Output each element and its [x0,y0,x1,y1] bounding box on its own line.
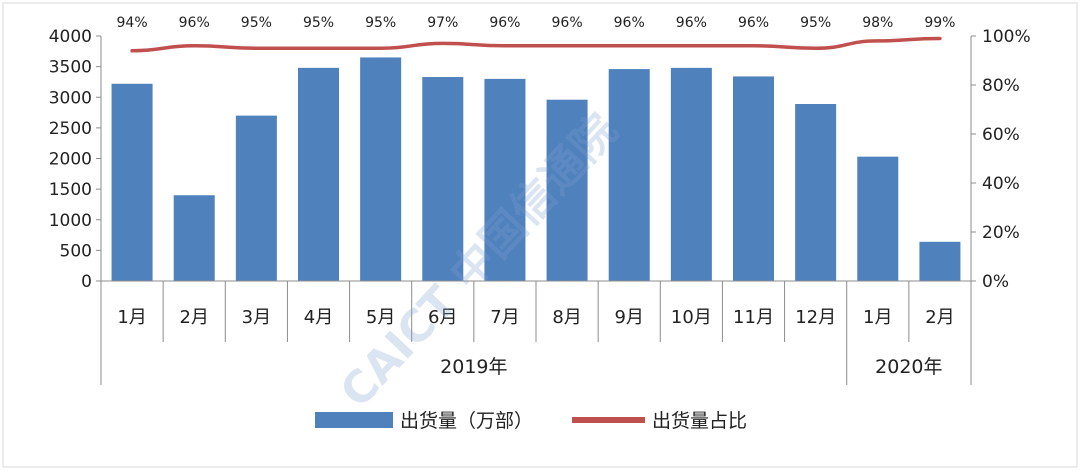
bar-11 [732,76,775,281]
line-series: 94% 96% 95% 95% 95% 97% 96% 96% 96% 96% 96% 95% 98% 9… [117,15,955,53]
x-tick-label: 2月 [179,307,208,328]
bar-1 [111,83,153,282]
bar-3 [235,115,277,281]
y-right-tick-label: 20% [982,223,1020,243]
y-left-tick-label: 1000 [49,211,92,231]
y-left-tick-label: 3500 [49,58,92,78]
share-data-label: 95% [800,15,831,31]
share-data-label: 98% [862,15,893,31]
x-tick-label: 2月 [925,307,954,328]
x-tick-label: 4月 [304,307,333,328]
y-right-tick-label: 60% [982,125,1020,145]
bar-9 [608,69,650,281]
x-tick-label: 9月 [614,307,643,328]
y-left-tick-label: 2000 [49,150,92,170]
share-data-label: 96% [614,15,645,31]
share-data-label: 96% [552,15,583,31]
chart-border [2,2,1078,468]
bar-14 [919,241,961,281]
share-data-label: 97% [427,15,458,31]
y-left-tick-label: 500 [60,241,92,261]
axes: 0 500 1000 1500 2000 2500 3000 3500 4000 0% 20% 40%… [49,27,1031,292]
x-tick-label: 3月 [242,307,271,328]
share-data-label: 96% [489,15,520,31]
x-tick-label: 7月 [490,307,519,328]
y-right-tick-label: 80% [982,76,1020,96]
bar-6 [422,77,464,281]
x-tick-label: 6月 [428,307,457,328]
share-data-label: 96% [179,15,210,31]
share-line [130,36,942,53]
y-right-tick-label: 40% [982,174,1020,194]
y-left-tick-label: 3000 [49,88,92,108]
y-left-tick-label: 4000 [49,27,92,47]
share-data-label: 94% [117,15,148,31]
share-data-label: 96% [738,15,769,31]
x-group-label: 2020年 [875,356,942,378]
bar-5 [360,57,402,281]
y-left-tick-label: 2500 [49,119,92,139]
y-left-tick-label: 0 [81,272,92,292]
share-data-label: 95% [365,15,396,31]
share-data-label: 99% [924,15,955,31]
legend: 出货量（万部） 出货量占比 [315,410,747,432]
bar-12 [795,103,837,281]
x-tick-label: 10月 [671,307,712,328]
bar-series [111,57,961,282]
x-tick-label: 11月 [733,307,774,328]
share-data-label: 95% [303,15,334,31]
bar-2 [173,195,215,281]
x-group-label: 2019年 [440,356,507,378]
bar-8 [546,99,588,281]
share-data-label: 95% [241,15,272,31]
y-left-tick-label: 1500 [49,180,92,200]
legend-label-shipments: 出货量（万部） [400,410,533,432]
bar-13 [857,156,899,281]
legend-swatch-shipments [315,412,393,428]
x-tick-label: 8月 [552,307,581,328]
x-tick-label: 5月 [366,307,395,328]
legend-label-share: 出货量占比 [652,410,747,432]
x-tick-label: 12月 [795,307,836,328]
x-axis: 1月 2月 3月 4月 5月 6月 7月 8月 9月 10月 11月 12月 1月 2月 2019年 2020… [100,280,972,385]
y-right-tick-label: 0% [982,272,1009,292]
bar-10 [670,67,712,281]
bar-4 [297,67,340,281]
bar-7 [484,78,526,281]
y-right-tick-label: 100% [982,27,1031,47]
share-data-label: 96% [676,15,707,31]
x-tick-label: 1月 [863,307,892,328]
x-tick-label: 1月 [117,307,146,328]
